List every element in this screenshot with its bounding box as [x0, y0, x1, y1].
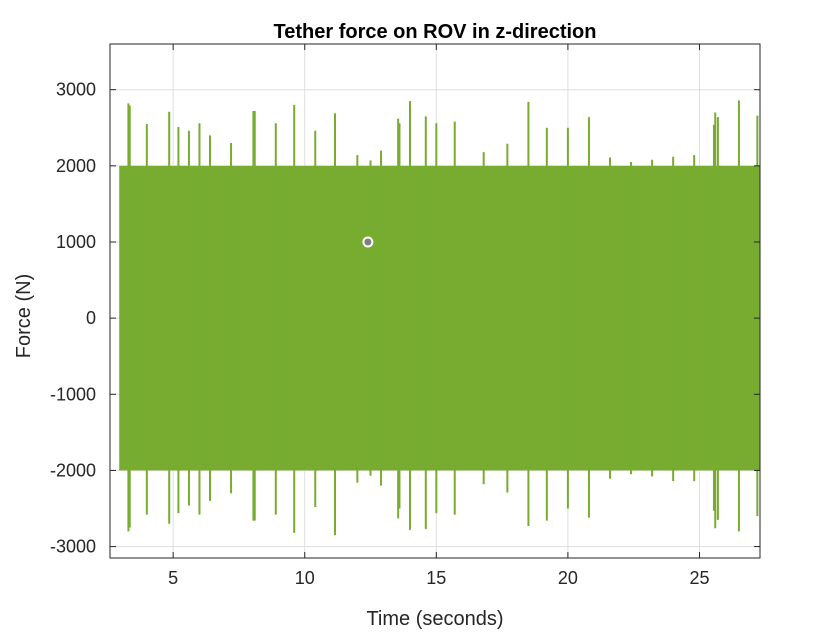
x-tick-label: 25 — [689, 568, 709, 588]
ticks: 5 10 15 20 25 -3000 -2000 -1000 0 1000 2000 3000 — [50, 44, 760, 588]
axes-box — [109, 43, 761, 559]
oscillation-band — [119, 165, 761, 471]
chart-title: Tether force on ROV in z-direction — [274, 21, 597, 43]
y-axis-label: Force (N) — [13, 274, 35, 358]
x-axis-label: Time (seconds) — [366, 608, 503, 630]
data-marker — [362, 236, 374, 248]
y-tick-label: 2000 — [56, 156, 96, 176]
marker-layer — [362, 236, 374, 248]
x-tick-label: 20 — [558, 568, 578, 588]
x-tick-label: 5 — [168, 568, 178, 588]
y-tick-label: 0 — [86, 308, 96, 328]
y-tick-label: -1000 — [50, 384, 96, 404]
x-tick-label: 15 — [426, 568, 446, 588]
y-tick-label: 1000 — [56, 232, 96, 252]
data-series — [119, 100, 761, 536]
x-tick-label: 10 — [295, 568, 315, 588]
y-tick-label: -3000 — [50, 537, 96, 557]
y-tick-label: -2000 — [50, 460, 96, 480]
y-tick-label: 3000 — [56, 80, 96, 100]
